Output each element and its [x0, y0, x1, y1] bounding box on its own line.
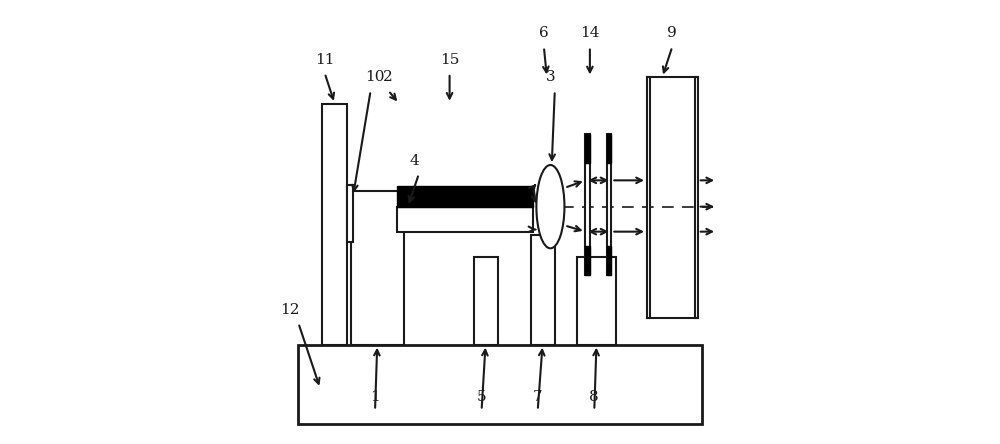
- Text: 9: 9: [667, 27, 677, 40]
- Bar: [607, 135, 611, 274]
- Text: 2: 2: [383, 70, 393, 84]
- Text: 3: 3: [546, 70, 555, 84]
- Text: 1: 1: [370, 390, 380, 404]
- Text: 15: 15: [440, 53, 459, 67]
- Text: 10: 10: [365, 70, 385, 84]
- Bar: [585, 246, 590, 274]
- Bar: [474, 257, 498, 345]
- Bar: [577, 257, 616, 345]
- Text: 8: 8: [589, 390, 599, 404]
- Bar: [397, 186, 533, 206]
- Bar: [585, 135, 590, 163]
- Bar: [607, 246, 611, 274]
- Bar: [695, 77, 698, 318]
- Bar: [531, 235, 555, 345]
- Bar: [347, 185, 353, 242]
- Bar: [647, 77, 650, 318]
- Text: 4: 4: [410, 154, 419, 168]
- Ellipse shape: [536, 165, 564, 248]
- Text: 6: 6: [539, 27, 549, 40]
- Bar: [607, 135, 611, 163]
- Text: 14: 14: [580, 27, 600, 40]
- Text: 12: 12: [280, 303, 299, 317]
- Bar: [322, 103, 347, 345]
- Text: 7: 7: [533, 390, 543, 404]
- Bar: [351, 191, 404, 345]
- Bar: [397, 206, 533, 232]
- Text: 5: 5: [477, 390, 486, 404]
- Bar: [298, 345, 702, 424]
- Bar: [585, 135, 590, 274]
- Text: 11: 11: [315, 53, 334, 67]
